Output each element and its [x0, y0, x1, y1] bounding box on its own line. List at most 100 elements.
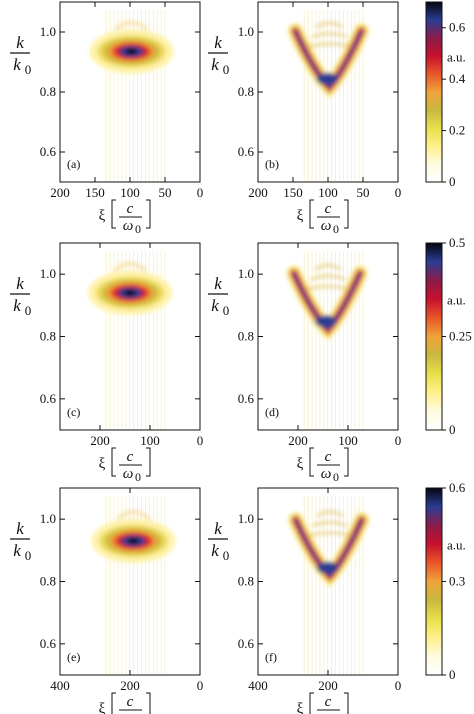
- arc: [113, 262, 147, 273]
- x-tick-label: 50: [159, 185, 172, 200]
- x-axis-label-symbol: ξ: [99, 456, 106, 472]
- x-tick-label: 100: [120, 185, 140, 200]
- x-axis-label-denominator: ω: [321, 218, 332, 234]
- bracket-right: [344, 447, 349, 477]
- y-axis-label-numerator: k: [214, 33, 222, 52]
- intensity-map: [287, 496, 370, 675]
- x-tick-label: 100: [338, 433, 358, 448]
- colorbar-tick-label: 0: [449, 667, 456, 682]
- x-tick-label: 200: [288, 433, 308, 448]
- panel-label: (b): [265, 157, 279, 171]
- x-axis-label-symbol: ξ: [99, 701, 106, 714]
- intensity-contour: [294, 518, 364, 579]
- y-axis-label-denominator: k: [211, 541, 219, 560]
- x-tick-label: 400: [50, 678, 70, 693]
- y-axis-label-numerator: k: [214, 274, 222, 293]
- y-axis-label-denominator: k: [211, 55, 219, 74]
- unit-backdrop: [444, 537, 472, 554]
- colorbar-tick-label: 0: [449, 174, 456, 189]
- x-axis-label-symbol: ξ: [297, 208, 304, 224]
- intensity-map: [91, 496, 176, 675]
- colorbar-tick-label: 0.5: [449, 235, 465, 250]
- bracket-left: [309, 447, 314, 477]
- x-axis-label-numerator: c: [127, 201, 134, 217]
- y-tick-label: 0.8: [40, 329, 56, 344]
- y-axis-label-denominator: k: [13, 296, 21, 315]
- arc: [314, 263, 342, 271]
- arc: [311, 32, 347, 39]
- x-tick-label: 400: [248, 678, 268, 693]
- x-axis-label-denominator: ω: [321, 711, 332, 714]
- y-tick-label: 0.6: [238, 144, 255, 159]
- unit-backdrop: [444, 49, 472, 66]
- bracket-left: [111, 692, 116, 714]
- x-tick-label: 100: [318, 185, 338, 200]
- x-tick-label: 150: [85, 185, 105, 200]
- y-axis-label-numerator: k: [16, 519, 24, 538]
- y-tick-label: 0.8: [40, 84, 56, 99]
- colorbar-tick-label: 0.6: [449, 20, 466, 35]
- x-tick-label: 200: [248, 185, 268, 200]
- intensity-contour: [125, 48, 138, 55]
- y-tick-label: 0.8: [238, 84, 254, 99]
- panel-b: 200 150 100 50 00.60.81.0(b)kk 0ξ cω 0: [208, 1, 402, 236]
- x-tick-label: 0: [395, 185, 402, 200]
- x-axis-label-numerator: c: [325, 694, 332, 710]
- bracket-right: [146, 199, 151, 229]
- panel-label: (a): [67, 157, 80, 171]
- x-axis-label-subscript: 0: [333, 470, 339, 484]
- x-axis-label-denominator: ω: [123, 466, 134, 482]
- intensity-contour: [292, 271, 362, 332]
- intensity-contour: [315, 315, 337, 328]
- arc: [315, 21, 344, 29]
- x-axis-label-denominator: ω: [123, 711, 134, 714]
- colorbar-tick-label: 0: [449, 422, 456, 437]
- colorbar-tick-label: 0.3: [449, 574, 465, 589]
- bracket-right: [344, 199, 349, 229]
- y-axis-label-subscript: 0: [25, 62, 32, 77]
- x-tick-label: 0: [395, 433, 402, 448]
- intensity-map: [89, 10, 174, 182]
- x-axis-label-numerator: c: [325, 449, 332, 465]
- y-tick-label: 0.8: [238, 574, 254, 589]
- unit-backdrop: [444, 292, 472, 309]
- y-tick-label: 0.6: [40, 391, 57, 406]
- arc: [307, 42, 352, 49]
- arc: [116, 510, 151, 521]
- y-axis-label-subscript: 0: [25, 548, 32, 563]
- x-tick-label: 0: [197, 433, 204, 448]
- y-tick-label: 0.8: [238, 329, 254, 344]
- arc: [315, 510, 344, 518]
- colorbar-tick-label: 0.25: [449, 329, 472, 344]
- bracket-right: [146, 447, 151, 477]
- colorbar-tick-label: 0.2: [449, 123, 465, 138]
- x-axis-label-subscript: 0: [135, 222, 141, 236]
- y-axis-label-subscript: 0: [25, 303, 32, 318]
- x-tick-label: 150: [283, 185, 303, 200]
- y-tick-label: 0.6: [40, 144, 57, 159]
- y-axis-label-subscript: 0: [223, 548, 230, 563]
- arc: [310, 274, 346, 281]
- x-axis-label-numerator: c: [325, 201, 332, 217]
- y-tick-label: 0.6: [238, 391, 255, 406]
- x-tick-label: 0: [197, 678, 204, 693]
- x-tick-label: 200: [90, 433, 110, 448]
- y-axis-label-numerator: k: [16, 274, 24, 293]
- y-tick-label: 1.0: [40, 511, 56, 526]
- panel-label: (e): [67, 650, 80, 664]
- intensity-contour: [127, 537, 140, 544]
- x-axis-label-numerator: c: [127, 694, 134, 710]
- bracket-right: [344, 692, 349, 714]
- y-axis-label-numerator: k: [16, 33, 24, 52]
- x-axis-label-denominator: ω: [321, 466, 332, 482]
- y-tick-label: 0.8: [40, 574, 56, 589]
- y-tick-label: 0.6: [40, 636, 57, 651]
- x-axis-label-subscript: 0: [135, 470, 141, 484]
- y-axis-label-subscript: 0: [223, 62, 230, 77]
- colorbar-gradient: [425, 1, 443, 183]
- panel-c: 200 100 00.60.81.0(c)kk 0ξ cω 0: [10, 242, 204, 484]
- intensity-contour: [316, 561, 339, 574]
- x-tick-label: 200: [120, 678, 140, 693]
